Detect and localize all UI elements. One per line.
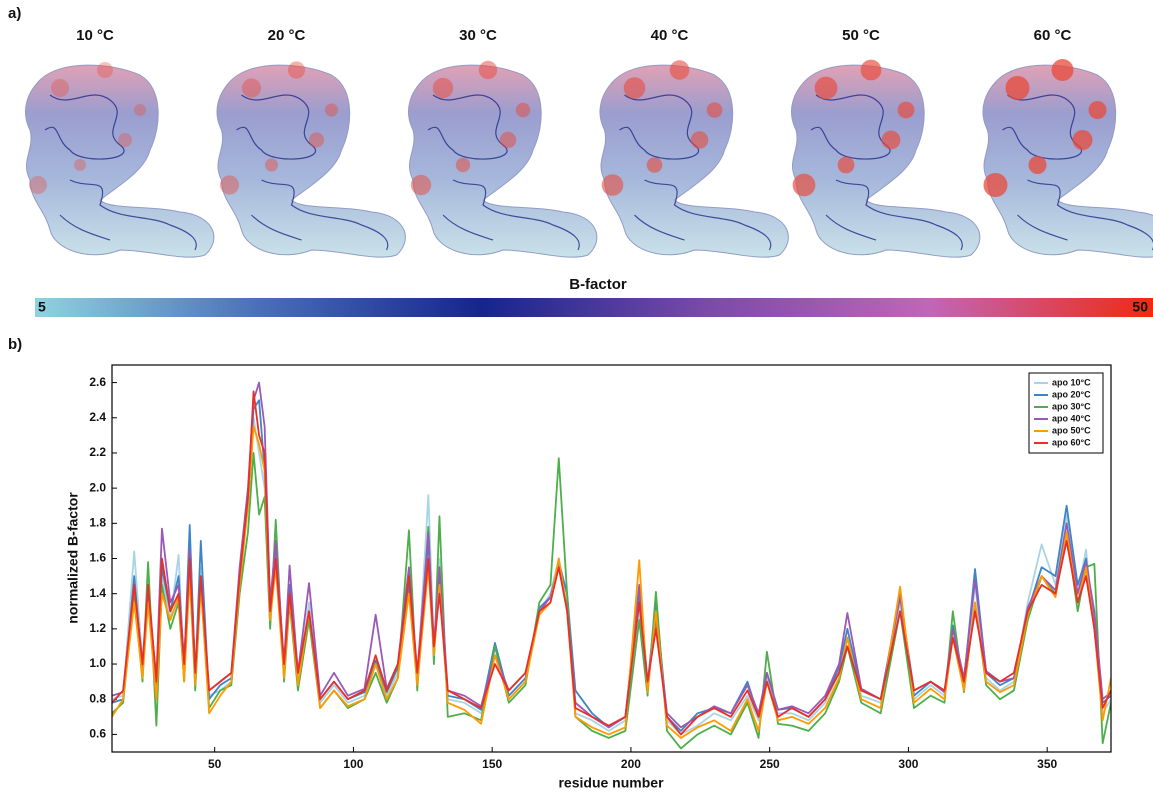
protein-structure	[791, 60, 979, 258]
y-tick-label: 2.6	[89, 375, 106, 389]
protein-hotspot	[984, 173, 1008, 197]
x-tick-label: 250	[760, 757, 780, 771]
x-tick-label: 100	[343, 757, 363, 771]
y-tick-label: 1.6	[89, 551, 106, 565]
y-tick-label: 1.8	[89, 515, 106, 529]
protein-hotspot	[898, 102, 915, 119]
protein-hotspot	[433, 78, 453, 98]
temperature-label: 10 °C	[76, 27, 114, 44]
legend-label: apo 10°C	[1052, 377, 1091, 387]
protein-hotspot	[861, 60, 882, 81]
y-tick-label: 1.0	[89, 656, 106, 670]
protein-hotspot	[793, 174, 816, 197]
protein-hotspot	[1089, 101, 1107, 119]
panel-label: a)	[8, 5, 21, 22]
protein-hotspot	[479, 61, 497, 79]
legend-label: apo 50°C	[1052, 425, 1091, 435]
protein-hotspot	[134, 104, 146, 116]
protein-hotspot	[691, 131, 709, 149]
legend-label: apo 60°C	[1052, 437, 1091, 447]
protein-structure	[600, 60, 788, 257]
data-line	[112, 453, 1111, 749]
protein-hotspot	[1073, 130, 1093, 150]
protein-hotspot	[220, 175, 239, 194]
data-line	[112, 418, 1111, 735]
x-tick-label: 150	[482, 757, 502, 771]
protein-hotspot	[647, 157, 663, 173]
protein-hotspot	[602, 174, 624, 196]
protein-hotspot	[411, 175, 431, 195]
protein-hotspot	[325, 103, 338, 116]
protein-hotspot	[242, 78, 261, 97]
protein-structure	[983, 59, 1153, 257]
protein-hotspot	[456, 158, 470, 172]
protein-hotspot	[707, 102, 723, 118]
protein-hotspot	[51, 79, 69, 97]
protein-hotspot	[97, 62, 113, 78]
temperature-label: 50 °C	[842, 27, 880, 44]
protein-structure	[217, 61, 405, 257]
panel-label: b)	[8, 336, 22, 353]
protein-hotspot	[516, 103, 530, 117]
x-tick-label: 50	[208, 757, 222, 771]
protein-hotspot	[882, 131, 901, 150]
protein-hotspot	[309, 132, 324, 147]
protein-structure	[408, 61, 596, 257]
y-tick-label: 0.6	[89, 727, 106, 741]
y-tick-label: 1.4	[89, 586, 106, 600]
protein-hotspot	[118, 133, 132, 147]
legend-label: apo 40°C	[1052, 413, 1091, 423]
protein-hotspot	[670, 60, 690, 80]
y-tick-label: 2.2	[89, 445, 106, 459]
page: a) b) B-factor 5 50 residue number norma…	[0, 0, 1153, 796]
protein-hotspot	[74, 159, 86, 171]
temperature-label: 60 °C	[1034, 27, 1072, 44]
protein-hotspot	[1006, 76, 1030, 100]
colorbar	[35, 298, 1153, 317]
protein-structure	[25, 62, 213, 257]
colorbar-min: 5	[38, 299, 46, 315]
x-axis-label: residue number	[558, 775, 664, 791]
protein-hotspot	[265, 158, 278, 171]
protein-hotspot	[838, 157, 855, 174]
legend-label: apo 20°C	[1052, 389, 1091, 399]
protein-hotspot	[288, 61, 305, 78]
colorbar-max: 50	[1132, 299, 1148, 315]
protein-hotspot	[29, 176, 47, 194]
plot-frame	[112, 365, 1111, 752]
protein-hotspot	[815, 77, 838, 100]
x-tick-label: 200	[621, 757, 641, 771]
y-tick-label: 1.2	[89, 621, 106, 635]
temperature-label: 40 °C	[651, 27, 689, 44]
legend-label: apo 30°C	[1052, 401, 1091, 411]
figure: a) b) B-factor 5 50 residue number norma…	[0, 0, 1153, 796]
protein-hotspot	[500, 132, 516, 148]
y-axis-label: normalized B-factor	[65, 492, 81, 624]
x-tick-label: 350	[1037, 757, 1057, 771]
data-line	[112, 391, 1111, 734]
temperature-label: 30 °C	[459, 27, 497, 44]
protein-hotspot	[1029, 156, 1047, 174]
protein-hotspot	[624, 77, 646, 99]
protein-hotspot	[1052, 59, 1074, 81]
temperature-label: 20 °C	[268, 27, 306, 44]
y-tick-label: 2.4	[89, 410, 106, 424]
x-tick-label: 300	[898, 757, 918, 771]
y-tick-label: 2.0	[89, 480, 106, 494]
y-tick-label: 0.8	[89, 691, 106, 705]
colorbar-title: B-factor	[569, 276, 627, 293]
